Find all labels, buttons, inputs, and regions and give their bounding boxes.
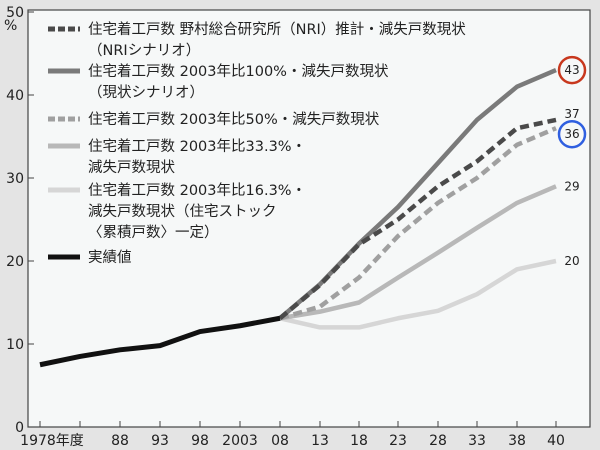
plot-area <box>27 9 591 428</box>
legend-label: （NRIシナリオ） <box>88 42 200 59</box>
end-value-label: 20 <box>564 254 579 268</box>
x-tick-label: 13 <box>311 433 329 449</box>
y-tick-label: 30 <box>6 171 24 187</box>
y-tick-label: 0 <box>15 420 24 436</box>
x-tick-label: 33 <box>468 433 486 449</box>
end-value-label: 43 <box>564 63 579 77</box>
y-tick-label: 10 <box>6 337 24 353</box>
legend-label: 実績値 <box>88 249 132 266</box>
y-tick-label: 50 <box>6 5 24 21</box>
legend-label: 住宅着工戸数 2003年比50%・減失戸数現状 <box>88 111 380 128</box>
legend-label: 減失戸数現状 <box>88 159 175 176</box>
x-tick-label: 98 <box>191 433 209 449</box>
legend-label: 〈累積戸数〉一定） <box>88 224 219 241</box>
x-tick-label: 88 <box>111 433 129 449</box>
series-line <box>39 315 281 368</box>
x-tick-label: 1978年度 <box>20 433 84 449</box>
legend-label: 減失戸数現状（住宅ストック <box>88 203 277 220</box>
legend-label: 住宅着工戸数 2003年比16.3%・ <box>88 182 306 199</box>
end-value-label: 36 <box>564 127 579 141</box>
x-tick-label: 40 <box>547 433 565 449</box>
y-tick-label: 40 <box>6 88 24 104</box>
y-tick-label: 20 <box>6 254 24 270</box>
end-value-label: 29 <box>564 179 579 193</box>
legend-label: （現状シナリオ） <box>88 84 204 101</box>
legend-label: 住宅着工戸数 野村総合研究所（NRI）推計・減失戸数現状 <box>88 21 466 38</box>
series-line <box>279 126 557 321</box>
y-axis-unit: % <box>4 18 17 34</box>
x-tick-label: 38 <box>508 433 526 449</box>
x-tick-label: 93 <box>151 433 169 449</box>
x-tick-label: 18 <box>350 433 368 449</box>
x-tick-label: 2003 <box>222 433 258 449</box>
highlight-circle <box>557 119 587 149</box>
highlight-circle <box>557 55 587 85</box>
legend-label: 住宅着工戸数 2003年比33.3%・ <box>88 138 306 155</box>
series-line <box>279 258 557 330</box>
series-line <box>279 184 557 321</box>
end-value-label: 37 <box>564 107 579 121</box>
legend-label: 住宅着工戸数 2003年比100%・減失戸数現状 <box>88 63 389 80</box>
x-tick-label: 28 <box>429 433 447 449</box>
series-line <box>278 117 557 321</box>
x-tick-label: 23 <box>389 433 407 449</box>
x-tick-label: 08 <box>271 433 289 449</box>
